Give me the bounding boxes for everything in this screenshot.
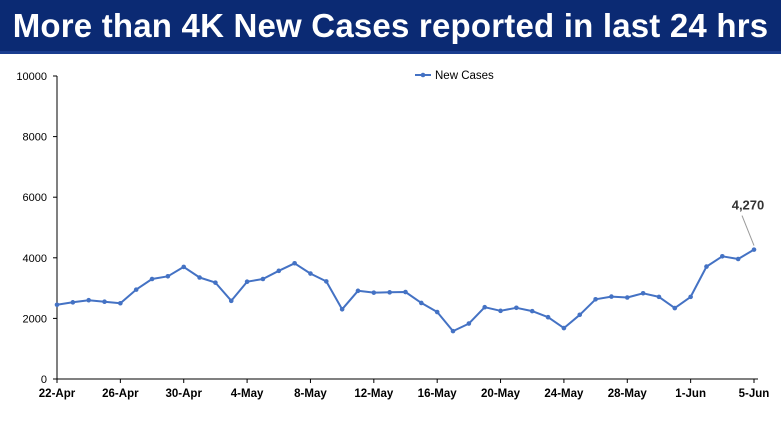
annotations: 4,270 <box>732 198 765 246</box>
axes <box>56 76 758 380</box>
x-axis-ticks: 22-Apr 26-Apr 30-Apr 4-May 8-May 12-May 16-May… <box>39 379 770 400</box>
data-point <box>149 276 155 282</box>
y-tick-label: 10000 <box>16 71 47 83</box>
data-point <box>70 300 76 305</box>
page-title: More than 4K New Cases reported in last … <box>12 6 769 44</box>
data-point <box>102 299 107 305</box>
data-point <box>86 297 91 303</box>
data-point <box>213 280 218 285</box>
x-tick-label: 16-May <box>418 388 458 400</box>
x-tick-label: 8-May <box>294 388 327 400</box>
chart-area: 0 2000 4000 6000 8000 10000 22-Apr 26-Apr 30-Ap… <box>0 54 781 439</box>
data-point <box>228 298 234 304</box>
data-point <box>529 308 535 314</box>
x-tick-label: 22-Apr <box>39 388 76 400</box>
data-point <box>545 314 551 320</box>
data-point <box>308 271 313 276</box>
data-point <box>371 290 377 295</box>
data-point <box>387 290 392 295</box>
data-point <box>323 279 329 284</box>
data-point <box>624 295 630 300</box>
line-chart: 0 2000 4000 6000 8000 10000 22-Apr 26-Apr 30-Ap… <box>16 70 770 400</box>
series-new-cases <box>54 247 757 334</box>
y-axis-ticks: 0 2000 4000 6000 8000 10000 <box>16 71 57 386</box>
x-tick-label: 12-May <box>354 388 394 400</box>
data-point <box>244 279 250 285</box>
data-point <box>672 305 678 311</box>
y-tick-label: 2000 <box>23 313 47 325</box>
data-point <box>197 275 202 280</box>
data-point <box>450 328 456 334</box>
x-tick-label: 24-May <box>544 388 584 400</box>
data-point <box>720 253 725 259</box>
data-point <box>292 260 297 266</box>
y-tick-label: 4000 <box>23 253 47 265</box>
data-point <box>609 294 614 299</box>
x-tick-label: 30-Apr <box>166 388 203 400</box>
data-point <box>561 325 567 331</box>
data-point <box>514 305 519 311</box>
data-point <box>735 256 741 262</box>
data-point <box>54 302 60 308</box>
data-point <box>165 273 171 279</box>
data-point <box>419 300 424 306</box>
data-point <box>466 321 472 326</box>
data-point <box>403 289 408 295</box>
x-tick-label: 4-May <box>231 388 264 400</box>
legend: New Cases <box>415 70 494 82</box>
data-point <box>751 247 757 252</box>
x-tick-label: 20-May <box>481 388 521 400</box>
data-point <box>339 307 345 312</box>
data-point <box>133 287 139 292</box>
data-point <box>704 264 709 269</box>
data-point <box>434 309 440 315</box>
data-point <box>260 276 266 282</box>
y-tick-label: 0 <box>41 374 47 386</box>
x-tick-label: 28-May <box>608 388 648 400</box>
data-point <box>688 294 693 300</box>
data-point <box>498 308 503 314</box>
data-point <box>593 297 598 302</box>
y-tick-label: 6000 <box>23 192 47 204</box>
legend-swatch-marker <box>420 72 426 78</box>
annotation-label: 4,270 <box>732 198 765 213</box>
data-point <box>276 268 282 274</box>
data-point <box>640 290 646 296</box>
data-point <box>181 264 187 270</box>
data-point <box>482 304 488 310</box>
annotation-leader <box>741 215 755 246</box>
x-tick-label: 26-Apr <box>102 388 139 400</box>
title-banner: More than 4K New Cases reported in last … <box>0 0 781 54</box>
y-tick-label: 8000 <box>23 132 47 144</box>
legend-label: New Cases <box>435 70 494 82</box>
data-point <box>355 288 361 294</box>
data-point <box>656 294 662 300</box>
data-point <box>577 312 583 318</box>
data-point <box>118 300 123 306</box>
x-tick-label: 5-Jun <box>739 388 770 400</box>
x-tick-label: 1-Jun <box>675 388 706 400</box>
